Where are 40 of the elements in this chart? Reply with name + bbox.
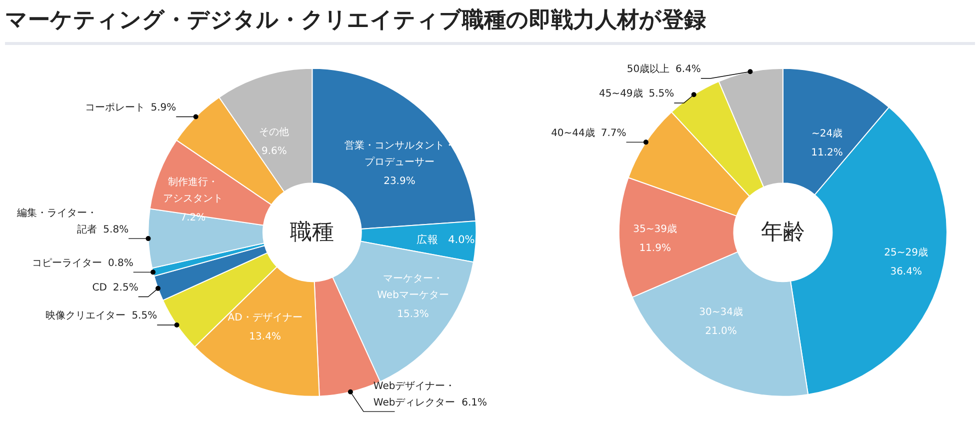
data-label: 6.4% [676,64,701,76]
data-label: 4.0% [448,234,475,246]
data-label: 7.7% [600,128,626,139]
data-label: 15.3% [397,308,429,320]
slice-label: その他 [259,126,290,138]
slice-label: 営業・コンサルタント・プロデューサー [344,140,454,168]
data-label: 11.9% [639,243,671,254]
data-label: 9.6% [261,146,287,158]
slice-label: 40~44歳 [551,126,595,139]
slice-label: 45~49歳 [598,88,643,100]
slice-label: ~24歳 [811,127,843,140]
data-label: 36.4% [890,266,922,278]
data-label: 11.2% [811,148,843,159]
slice-label: 映像クリエイター [46,310,126,322]
slice-label: 35~39歳 [633,223,677,236]
data-label: 2.5% [112,282,138,294]
data-label: 13.4% [249,332,281,343]
data-label: 5.8% [103,224,129,236]
slice-label: 制作進行・アシスタント [162,176,223,205]
text: 職種 [290,220,334,245]
slice-label: AD・デザイナー [228,312,302,324]
slice-label: マーケター・Webマーケター [377,273,449,301]
slice-label: Webデザイナー・Webディレクター [373,380,456,408]
chart-title: マーケティング・デジタル・クリエイティブ職種の即戦力人材が登録 [5,7,706,35]
data-label: 21.0% [705,326,737,338]
data-label: 6.1% [462,397,487,408]
slice-label: 編集・ライター・記者 [16,206,98,236]
data-label: 23.9% [384,176,416,188]
slice-label: 25~29歳 [884,246,928,259]
data-label: 5.5% [132,310,158,322]
slice-label: CD [92,282,108,294]
data-label: 5.9% [150,102,176,114]
slice-label: 30~34歳 [699,306,743,318]
data-label: 0.8% [108,258,134,269]
slice-label: 広報 [416,232,438,246]
slice-label: 50歳以上 [626,63,670,76]
slice-label: コーポレート [84,102,145,114]
slice-label: コピーライター [32,258,102,269]
data-label: 5.5% [648,88,674,100]
text: 年齢 [760,220,805,245]
